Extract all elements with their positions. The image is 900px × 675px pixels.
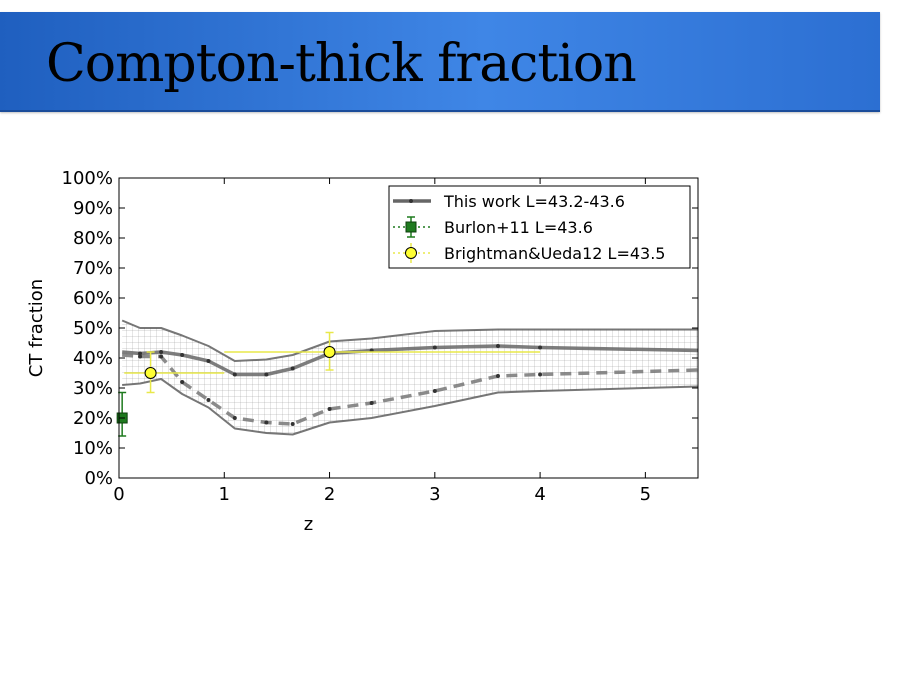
x-tick-label: 5: [640, 484, 651, 505]
series-point: [432, 345, 437, 350]
series-point: [138, 354, 143, 359]
series-point: [206, 359, 211, 363]
y-tick-label: 60%: [73, 288, 113, 309]
brightman-point: [323, 346, 336, 358]
y-tick-label: 50%: [73, 318, 113, 339]
y-tick-label: 80%: [73, 228, 113, 249]
series-line-band-upper: [121, 319, 698, 362]
y-tick-label: 10%: [73, 438, 113, 459]
y-tick-label: 40%: [73, 348, 113, 369]
y-axis-label: CT fraction: [26, 279, 47, 377]
uncertainty-band: [122, 320, 698, 435]
series-point: [264, 420, 269, 425]
brightman-point: [144, 367, 157, 379]
y-tick-label: 100%: [62, 168, 113, 189]
series-point: [180, 380, 185, 384]
x-tick-label: 1: [219, 484, 230, 505]
legend-circle-marker: [405, 247, 417, 259]
series-point: [264, 372, 269, 377]
y-tick-label: 0%: [84, 468, 113, 489]
series-line-dashed: [122, 353, 698, 426]
legend-box: [388, 185, 691, 269]
legend-label: Brightman&Ueda12 L=43.5: [444, 244, 665, 263]
x-tick-label: 3: [429, 484, 440, 505]
x-axis-label: z: [304, 514, 313, 535]
series-point: [432, 389, 437, 393]
series-point: [232, 372, 237, 377]
series-point: [232, 416, 237, 420]
x-tick-label: 4: [534, 484, 545, 505]
slide-title: Compton-thick fraction: [46, 34, 637, 94]
y-tick-label: 90%: [73, 198, 113, 219]
series-point: [327, 407, 332, 411]
legend-line-marker: [409, 199, 413, 203]
legend-label: Burlon+11 L=43.6: [444, 218, 593, 237]
series-point: [495, 374, 500, 378]
series-point: [290, 366, 295, 371]
series-point: [206, 398, 211, 402]
x-tick-label: 0: [113, 484, 124, 505]
series-point: [159, 350, 164, 354]
series-point: [138, 351, 143, 356]
series-line-solid: [122, 344, 698, 377]
y-tick-label: 70%: [73, 258, 113, 279]
y-tick-label: 20%: [73, 408, 113, 429]
series-point: [290, 422, 295, 426]
legend-square-marker: [405, 221, 417, 233]
legend-label: This work L=43.2-43.6: [443, 192, 625, 211]
series-point: [538, 345, 543, 350]
series-point: [538, 372, 543, 377]
series-point: [159, 354, 164, 359]
series-point: [369, 401, 374, 405]
x-tick-label: 2: [324, 484, 335, 505]
slide-header: Compton-thick fraction: [0, 12, 880, 112]
series-point: [495, 344, 500, 348]
series-point: [180, 353, 185, 357]
series-line-band-lower: [122, 378, 698, 436]
y-tick-label: 30%: [73, 378, 113, 399]
